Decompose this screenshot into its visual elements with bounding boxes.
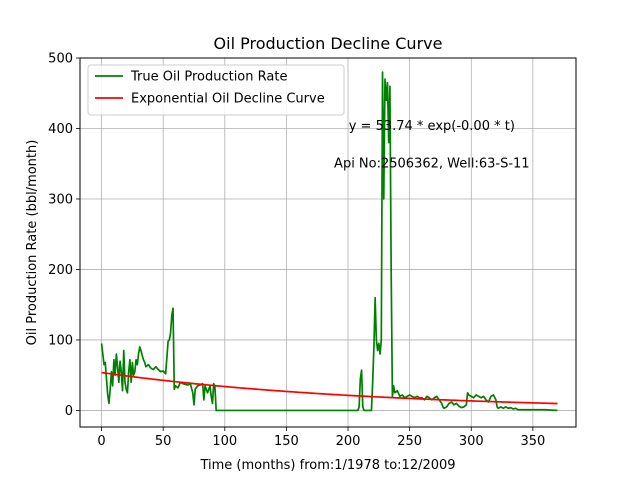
x-axis-label: Time (months) from:1/1978 to:12/2009 xyxy=(199,458,455,473)
plot-frame xyxy=(79,57,577,428)
x-tick-label: 250 xyxy=(397,434,422,449)
axis-ticks: 0 50 100 150 200 250 300 350 0 100 200 300 400 500 xyxy=(48,52,545,450)
x-tick-label: 300 xyxy=(459,434,484,449)
y-tick-label: 0 xyxy=(65,404,73,419)
true-production-line xyxy=(100,71,558,412)
exponential-fit-line xyxy=(101,371,558,405)
y-tick-label: 400 xyxy=(48,122,73,137)
chart-title: Oil Production Decline Curve xyxy=(214,34,443,53)
y-tick-label: 200 xyxy=(48,263,73,278)
y-axis-label: Oil Production Rate (bbl/month) xyxy=(25,140,40,346)
y-tick-label: 100 xyxy=(48,333,73,348)
legend: True Oil Production Rate Exponential Oil … xyxy=(87,64,345,116)
x-tick-label: 350 xyxy=(520,434,545,449)
y-tick-label: 300 xyxy=(48,192,73,207)
x-tick-label: 50 xyxy=(155,434,172,449)
legend-label: True Oil Production Rate xyxy=(130,70,287,85)
legend-box xyxy=(87,64,345,116)
x-tick-label: 150 xyxy=(274,434,299,449)
y-tick-label: 500 xyxy=(48,52,73,67)
x-tick-label: 200 xyxy=(336,434,361,449)
x-tick-label: 0 xyxy=(97,434,105,449)
legend-label: Exponential Oil Decline Curve xyxy=(131,92,325,107)
chart-annotation: y = 53.74 * exp(-0.00 * t) xyxy=(349,119,515,134)
series-layer xyxy=(100,71,558,412)
chart-annotation: Api No:2506362, Well:63-S-11 xyxy=(334,156,530,171)
x-tick-label: 100 xyxy=(212,434,237,449)
annotations: y = 53.74 * exp(-0.00 * t) Api No:2506362… xyxy=(334,119,530,171)
